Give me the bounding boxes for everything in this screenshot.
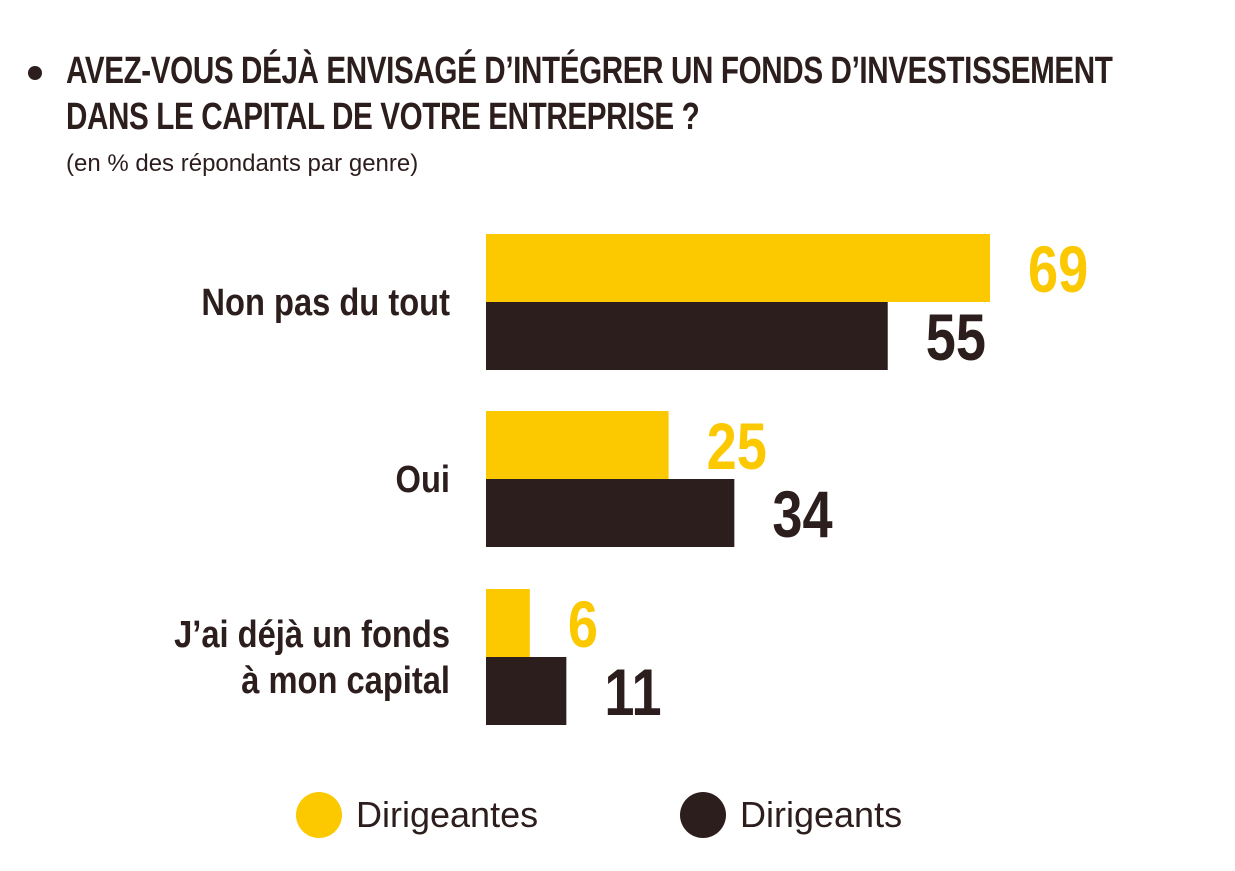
data-label-dirigeantes-category-2: 6 <box>568 587 598 661</box>
category-2-label-line-1: à mon capital <box>241 659 450 702</box>
chart-title-line-2: DANS LE CAPITAL DE VOTRE ENTREPRISE ? <box>66 96 700 138</box>
legend-item-dirigeantes: Dirigeantes <box>296 790 538 840</box>
data-label-dirigeantes-category-1: 25 <box>707 409 767 483</box>
legend-label-dirigeantes: Dirigeantes <box>356 794 539 835</box>
chart-subtitle: (en % des répondants par genre) <box>66 150 419 177</box>
data-label-dirigeants-category-2: 11 <box>604 655 661 729</box>
bar-dirigeants-category-0 <box>486 302 888 370</box>
legend-swatch-dirigeantes <box>296 792 342 838</box>
data-label-dirigeantes-category-0: 69 <box>1028 232 1088 306</box>
bar-dirigeants-category-2 <box>486 657 567 725</box>
chart-title-line-1: AVEZ-VOUS DÉJÀ ENVISAGÉ D’INTÉGRER UN FO… <box>66 50 1113 92</box>
category-1-label-line-0: Oui <box>396 458 450 501</box>
title-bullet <box>28 66 42 80</box>
data-label-dirigeants-category-1: 34 <box>772 477 833 551</box>
bar-dirigeantes-category-2 <box>486 589 530 657</box>
category-0-label-line-0: Non pas du tout <box>201 281 450 324</box>
chart-legend: Dirigeantes Dirigeants <box>0 790 1235 840</box>
data-label-dirigeants-category-0: 55 <box>926 300 986 374</box>
bar-dirigeantes-category-1 <box>486 411 669 479</box>
bar-dirigeants-category-1 <box>486 479 735 547</box>
category-2-label-line-0: J’ai déjà un fonds <box>174 613 450 656</box>
chart-title: AVEZ-VOUS DÉJÀ ENVISAGÉ D’INTÉGRER UN FO… <box>66 48 1113 140</box>
legend-item-dirigeants: Dirigeants <box>680 790 902 840</box>
legend-label-dirigeants: Dirigeants <box>740 794 903 835</box>
legend-swatch-dirigeants <box>680 792 726 838</box>
bar-dirigeantes-category-0 <box>486 234 990 302</box>
